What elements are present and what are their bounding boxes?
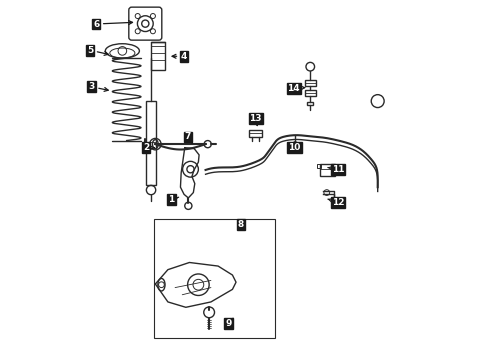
- Bar: [334, 164, 338, 168]
- Text: 7: 7: [184, 132, 192, 143]
- Text: 3: 3: [88, 82, 108, 91]
- Bar: [304, 90, 316, 96]
- Bar: [147, 101, 156, 185]
- Bar: [319, 163, 335, 176]
- Text: 14: 14: [288, 84, 305, 93]
- Text: 1: 1: [169, 195, 179, 204]
- Text: 10: 10: [288, 142, 301, 152]
- Bar: [249, 130, 262, 137]
- Bar: [304, 80, 316, 86]
- Text: 12: 12: [328, 198, 344, 207]
- Bar: [151, 42, 166, 70]
- Text: 2: 2: [143, 143, 154, 152]
- Bar: [317, 164, 321, 168]
- Text: 5: 5: [87, 46, 108, 55]
- Text: 13: 13: [249, 114, 262, 126]
- Text: 4: 4: [172, 52, 187, 61]
- Bar: [307, 102, 313, 105]
- Bar: [153, 220, 275, 338]
- Text: 11: 11: [328, 165, 344, 174]
- Text: 6: 6: [93, 19, 132, 28]
- Text: 9: 9: [225, 318, 233, 328]
- Text: 8: 8: [238, 220, 244, 229]
